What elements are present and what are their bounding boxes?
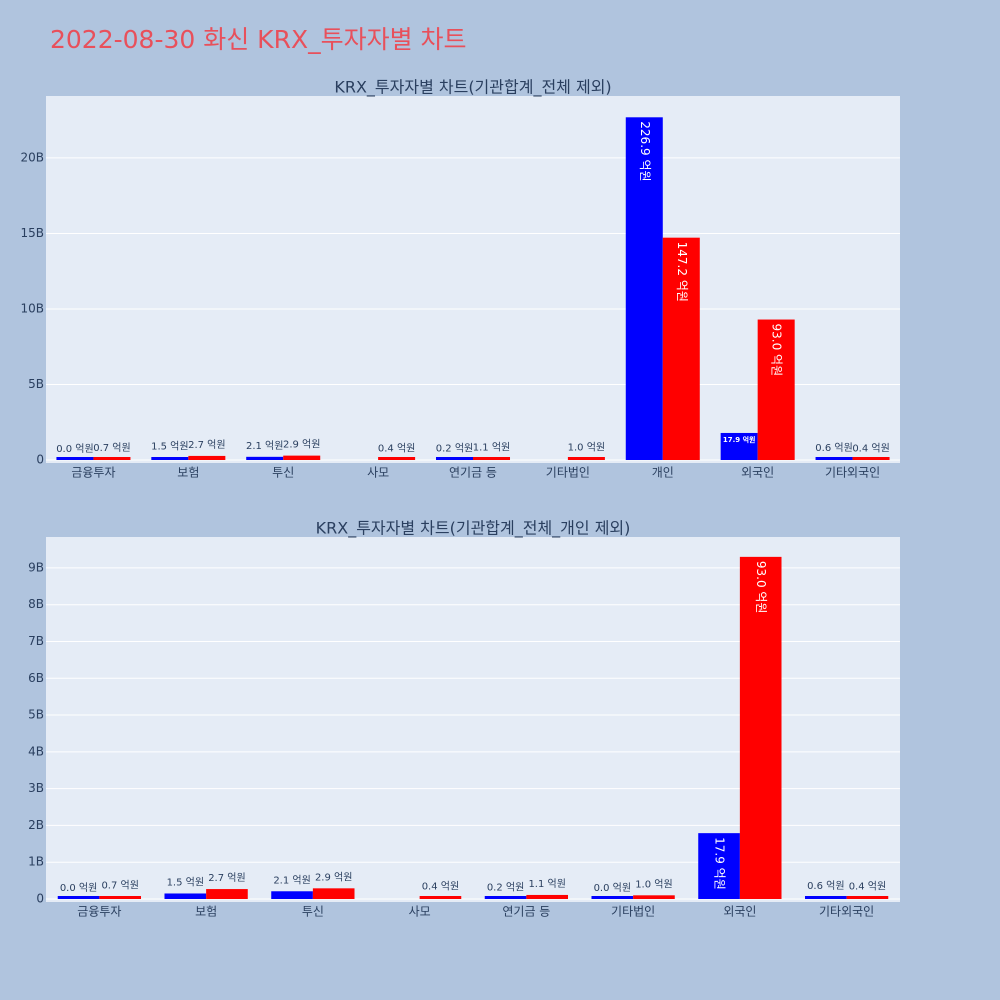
bar (419, 896, 462, 899)
x-tick-label: 투신 (302, 905, 324, 919)
data-label: 17.9 억원 (713, 837, 727, 890)
data-label: 0.4 억원 (849, 881, 886, 893)
data-label: 1.5 억원 (167, 876, 204, 888)
data-label: 0.4 억원 (422, 881, 459, 893)
data-label: 0.7 억원 (101, 879, 138, 891)
data-label: 0.7 억원 (93, 442, 130, 454)
bar (206, 889, 248, 899)
data-label: 0.2 억원 (436, 443, 473, 455)
bar (271, 891, 313, 899)
x-tick-label: 연기금 등 (502, 905, 550, 919)
y-tick-label: 3B (28, 781, 44, 795)
x-tick-label: 기타외국인 (819, 905, 874, 919)
bar (246, 456, 284, 460)
bar (93, 457, 131, 460)
data-label: 1.1 억원 (528, 878, 565, 890)
bar (662, 237, 700, 460)
data-label: 0.4 억원 (852, 442, 889, 454)
data-label: 0.6 억원 (815, 442, 852, 454)
bar (526, 894, 569, 899)
x-tick-label: 사모 (367, 466, 389, 480)
bar (625, 117, 663, 460)
bar (378, 457, 416, 460)
bar (164, 893, 207, 899)
bar (846, 896, 889, 899)
bar (56, 457, 94, 460)
y-tick-label: 0 (36, 892, 44, 906)
bar (57, 896, 100, 899)
bar (151, 457, 189, 460)
bar (484, 896, 527, 899)
y-tick-label: 15B (20, 226, 44, 240)
x-tick-label: 기타법인 (611, 905, 655, 919)
x-tick-label: 보험 (177, 466, 199, 480)
data-label: 2.7 억원 (208, 872, 245, 884)
bar (312, 888, 355, 899)
data-label: 2.9 억원 (283, 439, 320, 451)
data-label: 0.0 억원 (56, 443, 93, 455)
data-label: 2.9 억원 (315, 871, 352, 883)
data-label: 1.0 억원 (568, 441, 605, 453)
chart-title: KRX_투자자별 차트(기관합계_전체_개인 제외) (316, 519, 631, 539)
x-tick-label: 금융투자 (71, 466, 115, 480)
data-label: 2.1 억원 (273, 874, 310, 886)
x-tick-label: 외국인 (723, 905, 756, 919)
x-tick-label: 기타법인 (546, 466, 590, 480)
data-label: 2.7 억원 (188, 439, 225, 451)
y-tick-label: 4B (28, 744, 44, 758)
x-tick-label: 투신 (272, 466, 294, 480)
data-label: 93.0 억원 (754, 561, 768, 614)
x-tick-label: 사모 (409, 905, 431, 919)
bar (852, 457, 890, 460)
bar (283, 455, 321, 460)
bar (99, 896, 142, 899)
y-tick-label: 8B (28, 597, 44, 611)
data-label: 0.6 억원 (807, 880, 844, 892)
bar (591, 896, 634, 899)
x-tick-label: 개인 (652, 466, 674, 480)
data-label: 0.0 억원 (594, 882, 631, 894)
y-tick-label: 20B (20, 150, 44, 164)
bar (720, 432, 758, 460)
x-tick-label: 금융투자 (77, 905, 121, 919)
y-tick-label: 0 (36, 453, 44, 467)
data-label: 0.4 억원 (378, 442, 415, 454)
data-label: 2.1 억원 (246, 440, 283, 452)
bar (633, 895, 675, 899)
data-label: 226.9 억원 (638, 121, 652, 181)
page-title: 2022-08-30 화신 KRX_투자자별 차트 (50, 25, 467, 54)
bar (739, 556, 782, 899)
data-label: 0.2 억원 (487, 881, 524, 893)
bar (473, 457, 511, 460)
bar (757, 319, 795, 460)
data-label: 93.0 억원 (770, 324, 784, 377)
y-tick-label: 9B (28, 560, 44, 574)
bar (567, 457, 605, 460)
data-label: 1.1 억원 (473, 441, 510, 453)
bar (435, 457, 473, 460)
bar (815, 457, 853, 460)
data-label: 147.2 억원 (675, 242, 689, 302)
y-tick-label: 10B (20, 301, 44, 315)
x-tick-label: 보험 (195, 905, 217, 919)
y-tick-label: 1B (28, 855, 44, 869)
bar (804, 896, 847, 899)
data-label: 17.9 억원 (723, 435, 756, 444)
bar (698, 833, 740, 899)
x-tick-label: 기타외국인 (825, 466, 880, 480)
y-tick-label: 2B (28, 818, 44, 832)
data-label: 0.0 억원 (60, 882, 97, 894)
x-tick-label: 연기금 등 (449, 466, 497, 480)
bar (188, 455, 226, 460)
chart-title: KRX_투자자별 차트(기관합계_전체 제외) (334, 78, 611, 98)
data-label: 1.0 억원 (635, 878, 672, 890)
x-tick-label: 외국인 (741, 466, 774, 480)
y-tick-label: 5B (28, 708, 44, 722)
data-label: 1.5 억원 (151, 441, 188, 453)
y-tick-label: 6B (28, 671, 44, 685)
y-tick-label: 5B (28, 377, 44, 391)
y-tick-label: 7B (28, 634, 44, 648)
